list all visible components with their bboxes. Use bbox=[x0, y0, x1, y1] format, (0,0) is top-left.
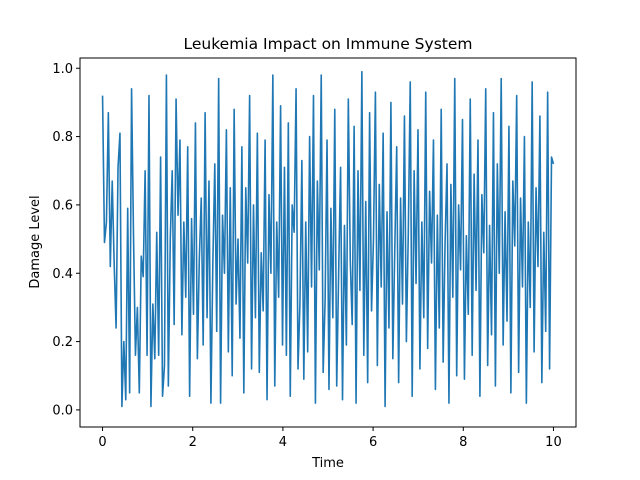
y-axis: 0.0 0.2 0.4 0.6 0.8 1.0 bbox=[52, 62, 80, 418]
x-axis: 0 2 4 6 8 10 bbox=[98, 427, 562, 450]
y-tick-label: 0.2 bbox=[52, 335, 73, 350]
y-tick-label: 0.4 bbox=[52, 267, 73, 282]
x-tick-label: 4 bbox=[279, 435, 287, 450]
x-tick-label: 10 bbox=[545, 435, 562, 450]
y-tick-label: 0.0 bbox=[52, 403, 73, 418]
x-tick-label: 6 bbox=[369, 435, 377, 450]
x-tick-label: 2 bbox=[189, 435, 197, 450]
plot-frame bbox=[79, 57, 577, 428]
x-tick-label: 0 bbox=[98, 435, 106, 450]
y-axis-label: Damage Level bbox=[28, 195, 43, 288]
y-tick-label: 0.8 bbox=[52, 130, 73, 145]
series-line bbox=[101, 70, 555, 408]
x-tick-label: 8 bbox=[459, 435, 467, 450]
y-tick-label: 0.6 bbox=[52, 198, 73, 213]
x-axis-label: Time bbox=[311, 456, 344, 471]
plot-area bbox=[101, 70, 555, 408]
chart-title: Leukemia Impact on Immune System bbox=[184, 35, 473, 53]
y-tick-label: 1.0 bbox=[52, 62, 73, 77]
